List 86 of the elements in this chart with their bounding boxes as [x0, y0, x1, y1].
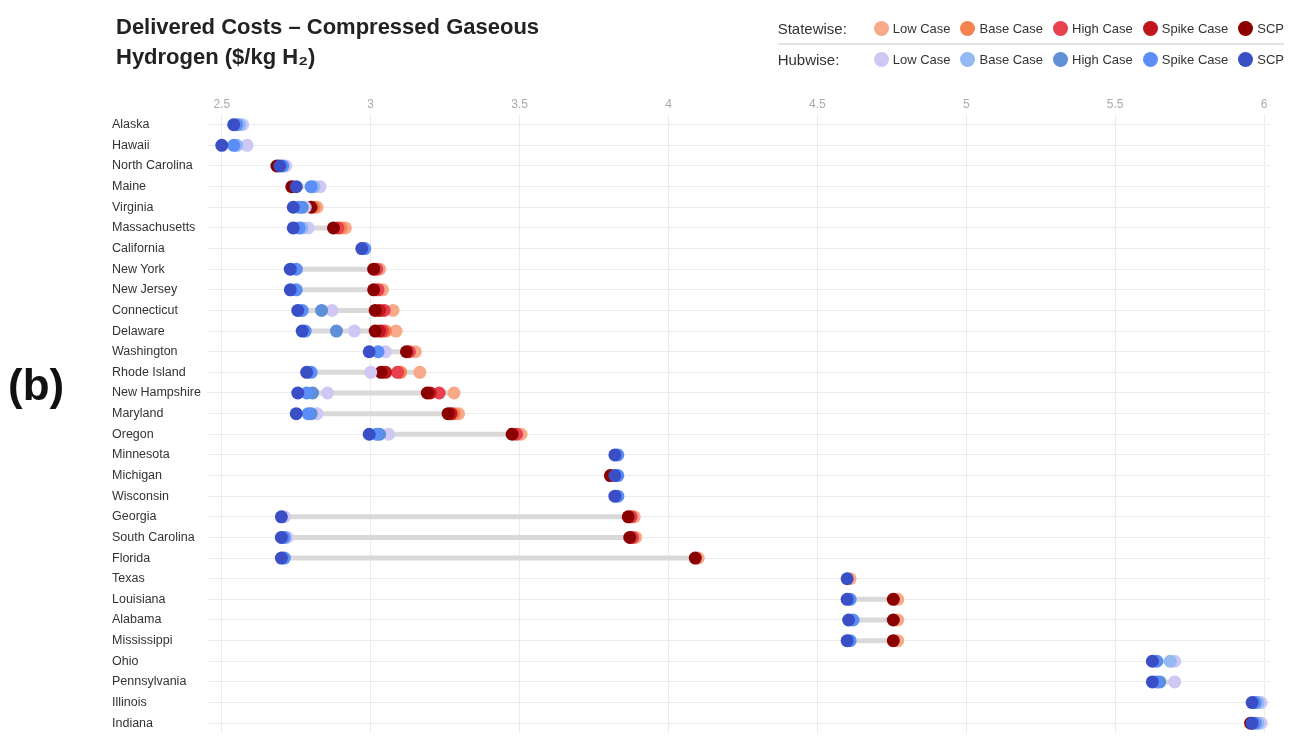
point — [291, 303, 305, 317]
point — [842, 613, 856, 627]
point — [289, 180, 303, 194]
point — [1145, 675, 1159, 689]
y-tick-label: New Jersey — [112, 282, 179, 297]
point — [374, 365, 388, 379]
y-tick-label: California — [112, 240, 165, 255]
y-tick-label: Delaware — [112, 323, 165, 338]
y-tick-label: Ohio — [112, 653, 139, 668]
chart-title: Delivered Costs – Compressed Gaseous Hydrogen ($/kg H₂) — [116, 13, 541, 71]
x-tick-label: 3.5 — [511, 96, 529, 111]
point — [886, 592, 900, 606]
point — [315, 303, 329, 317]
text: Hubwise: — [777, 51, 841, 68]
y-tick-label: Virginia — [112, 199, 154, 214]
y-tick-label: Michigan — [112, 467, 163, 482]
point — [240, 138, 254, 152]
y-tick-label: Florida — [112, 550, 151, 565]
y-tick-label: Massachusetts — [112, 220, 196, 235]
y-tick-label: Hawaii — [112, 137, 150, 152]
point — [286, 221, 300, 235]
y-tick-label: Georgia — [112, 509, 157, 524]
point — [347, 324, 361, 338]
y-tick-label: Louisiana — [112, 591, 166, 606]
y-tick-label: Rhode Island — [112, 364, 186, 379]
point — [326, 221, 340, 235]
point — [367, 283, 381, 297]
point — [283, 262, 297, 276]
y-tick-label: Connecticut — [112, 302, 179, 317]
point — [286, 200, 300, 214]
point — [886, 634, 900, 648]
y-tick-label: Texas — [112, 571, 145, 586]
x-tick-label: 2.5 — [213, 96, 231, 111]
y-tick-label: Oregon — [112, 426, 154, 441]
x-tick-label: 5.5 — [1106, 96, 1124, 111]
point — [886, 613, 900, 627]
x-tick-label: 5 — [962, 96, 970, 111]
y-tick-label: Indiana — [112, 715, 154, 730]
point — [413, 365, 427, 379]
legend-label: SCP — [1256, 52, 1284, 67]
legend-label: Base Case — [978, 21, 1044, 36]
point — [364, 365, 378, 379]
text: Statewise: — [777, 20, 848, 37]
y-tick-label: Pennsylvania — [112, 674, 187, 689]
y-tick-label: New York — [112, 261, 166, 276]
legend-label: Spike Case — [1160, 52, 1229, 67]
legend-label: High Case — [1071, 52, 1133, 67]
point — [505, 427, 519, 441]
y-tick-label: Maryland — [112, 406, 164, 421]
point — [1168, 675, 1182, 689]
point — [300, 365, 314, 379]
point — [368, 324, 382, 338]
point — [329, 324, 343, 338]
legend-label: Spike Case — [1160, 21, 1229, 36]
point — [362, 427, 376, 441]
legend-label: High Case — [1071, 21, 1133, 36]
point — [291, 386, 305, 400]
legend-label: Low Case — [891, 21, 951, 36]
point — [289, 407, 303, 421]
y-tick-label: Alabama — [112, 612, 162, 627]
y-tick-label: Mississippi — [112, 633, 173, 648]
y-tick-label: Minnesota — [112, 447, 170, 462]
x-tick-label: 4.5 — [809, 96, 827, 111]
point — [321, 386, 335, 400]
y-tick-label: New Hampshire — [112, 385, 201, 400]
legend-label: SCP — [1256, 21, 1284, 36]
point — [283, 283, 297, 297]
legend-label: Base Case — [978, 52, 1044, 67]
x-tick-label: 6 — [1260, 96, 1268, 111]
x-tick-label: 4 — [665, 96, 673, 111]
y-tick-label: South Carolina — [112, 529, 195, 544]
y-tick-label: Maine — [112, 179, 147, 194]
y-tick-label: North Carolina — [112, 158, 193, 173]
point — [1163, 654, 1177, 668]
point — [215, 138, 229, 152]
y-tick-label: Washington — [112, 344, 178, 359]
y-tick-label: Wisconsin — [112, 488, 170, 503]
y-tick-label: Alaska — [112, 117, 150, 132]
point — [362, 345, 376, 359]
text: (b) — [8, 360, 65, 410]
x-tick-label: 3 — [367, 96, 375, 111]
legend-label: Low Case — [891, 52, 951, 67]
point — [1145, 654, 1159, 668]
point — [447, 386, 461, 400]
y-tick-label: Illinois — [112, 695, 147, 709]
point — [368, 303, 382, 317]
